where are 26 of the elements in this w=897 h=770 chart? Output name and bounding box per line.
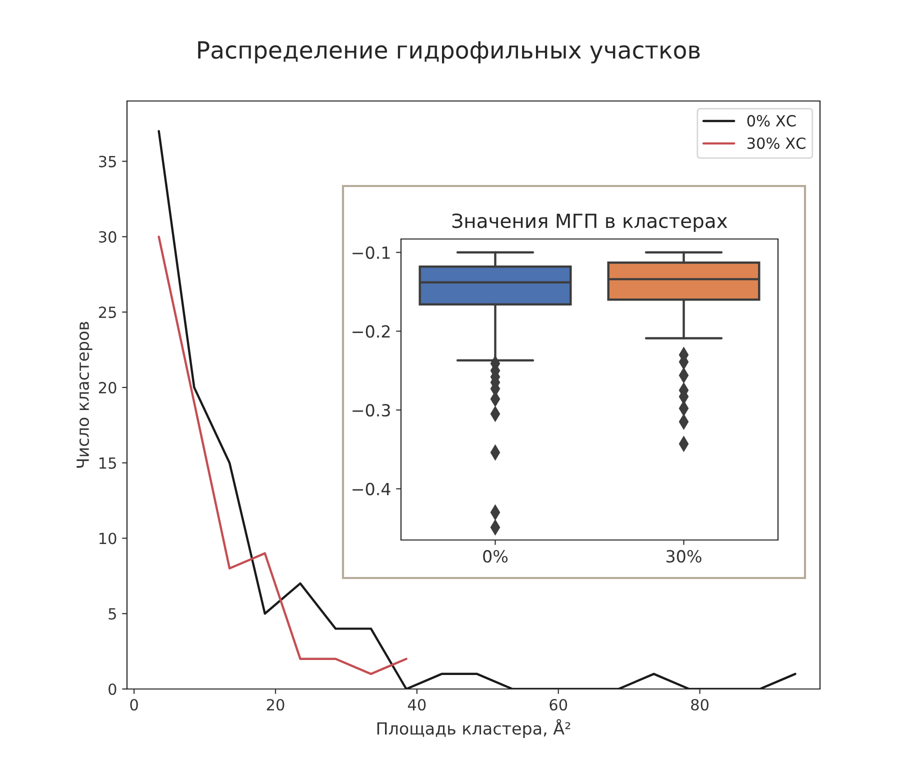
y-tick-label: 5 (108, 608, 116, 620)
x-tick-label: 0% (483, 550, 508, 563)
legend-label: 30% ХС (747, 137, 806, 149)
x-axis-title: Площадь кластера, Å² (377, 719, 570, 738)
y-tick-label: −0.3 (352, 404, 390, 417)
x-tick-label: 0 (130, 698, 138, 711)
x-tick-label: 20 (266, 698, 284, 711)
x-tick-label: 30% (666, 550, 702, 563)
x-tick-label: 80 (691, 698, 708, 711)
y-tick-label: 35 (99, 156, 116, 168)
y-tick-label: 25 (98, 306, 116, 318)
y-tick-label: 30 (99, 231, 116, 243)
y-tick-label: −0.1 (352, 246, 390, 259)
y-tick-label: 20 (98, 382, 116, 394)
y-tick-label: 0 (108, 683, 116, 696)
y-tick-label: −0.2 (352, 325, 390, 338)
y-tick-label: 10 (100, 532, 116, 544)
x-tick-label: 40 (408, 698, 426, 711)
y-tick-label: −0.4 (352, 482, 390, 496)
legend-label: 0% ХС (747, 115, 796, 127)
x-tick-label: 60 (550, 698, 568, 711)
y-axis-title: Число кластеров (76, 322, 92, 468)
y-tick-label: 15 (100, 458, 116, 469)
chart-title: Значения МГП в кластерах (452, 213, 728, 232)
line-series (158, 236, 408, 676)
chart-title: Распределение гидрофильных участков (198, 41, 700, 64)
